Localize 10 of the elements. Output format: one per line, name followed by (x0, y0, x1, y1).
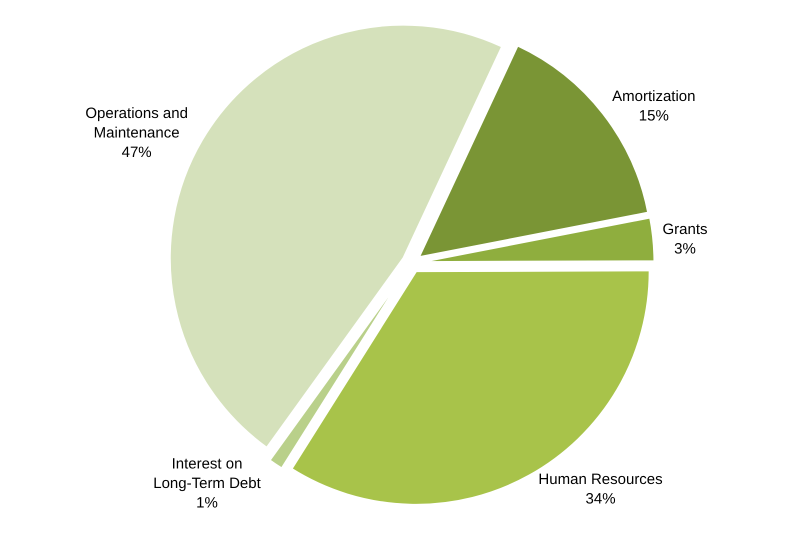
data-label: 15% (638, 108, 669, 125)
data-label: 1% (196, 494, 218, 512)
slice-label: Operations and Maintenance (85, 104, 188, 142)
data-label: 47% (122, 144, 152, 161)
data-label: 3% (674, 240, 696, 258)
slice-label: Grants (662, 220, 708, 238)
slice-label: Human Resources (538, 471, 663, 488)
slice-label: Interest on Long-Term Debt (153, 456, 262, 492)
data-label: 34% (586, 490, 616, 508)
slice-label: Amortization (612, 88, 696, 106)
